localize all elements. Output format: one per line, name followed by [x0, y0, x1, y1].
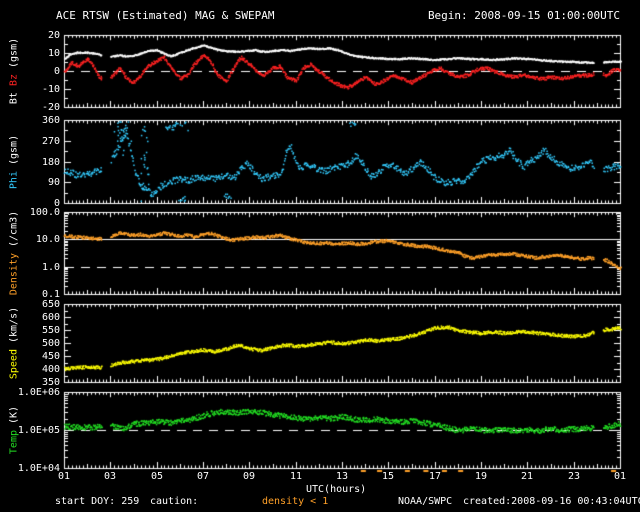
ace-rtsw-plot-window: ACE RTSW (Estimated) MAG & SWEPAM Begin:… — [0, 0, 640, 512]
plot-canvas — [0, 0, 640, 512]
